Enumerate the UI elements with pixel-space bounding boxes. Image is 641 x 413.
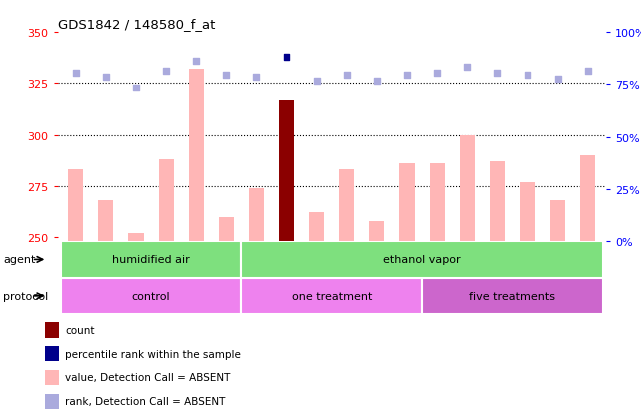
Point [492,71,503,77]
Bar [242,278,422,314]
Text: percentile rank within the sample: percentile rank within the sample [65,349,241,359]
Text: one treatment: one treatment [292,291,372,301]
Bar [369,221,385,242]
Point [71,71,81,77]
Point [312,79,322,85]
Text: value, Detection Call = ABSENT: value, Detection Call = ABSENT [65,373,231,382]
Bar [429,164,445,242]
Point [101,75,111,81]
Bar [158,160,174,242]
Bar [339,170,354,242]
Bar [550,201,565,242]
Bar [98,201,113,242]
Point [281,54,292,61]
Bar [242,242,603,278]
Bar [249,188,264,242]
Bar [68,170,83,242]
Bar [580,156,595,242]
Point [372,79,382,85]
Text: control: control [132,291,171,301]
Bar [45,394,59,409]
Text: ethanol vapor: ethanol vapor [383,255,461,265]
Point [553,77,563,83]
Point [161,69,171,75]
Bar [520,182,535,242]
Bar [309,213,324,242]
Point [131,85,141,92]
Text: GDS1842 / 148580_f_at: GDS1842 / 148580_f_at [58,17,215,31]
Bar [45,370,59,385]
Bar [219,217,234,242]
Point [522,73,533,79]
Point [191,58,201,65]
Bar [45,347,59,361]
Text: five treatments: five treatments [469,291,555,301]
Point [432,71,442,77]
Bar [399,164,415,242]
Text: count: count [65,325,95,335]
Bar [128,233,144,242]
Point [402,73,412,79]
Text: humidified air: humidified air [112,255,190,265]
Point [583,69,593,75]
Bar [61,242,242,278]
Text: protocol: protocol [3,291,49,301]
Bar [460,135,475,242]
Bar [188,70,204,242]
Bar [490,162,505,242]
Text: rank, Detection Call = ABSENT: rank, Detection Call = ABSENT [65,396,226,406]
Bar [45,323,59,338]
Point [342,73,352,79]
Point [251,75,262,81]
Bar [279,100,294,242]
Bar [61,278,242,314]
Point [462,64,472,71]
Point [221,73,231,79]
Text: agent: agent [3,255,36,265]
Bar [422,278,603,314]
